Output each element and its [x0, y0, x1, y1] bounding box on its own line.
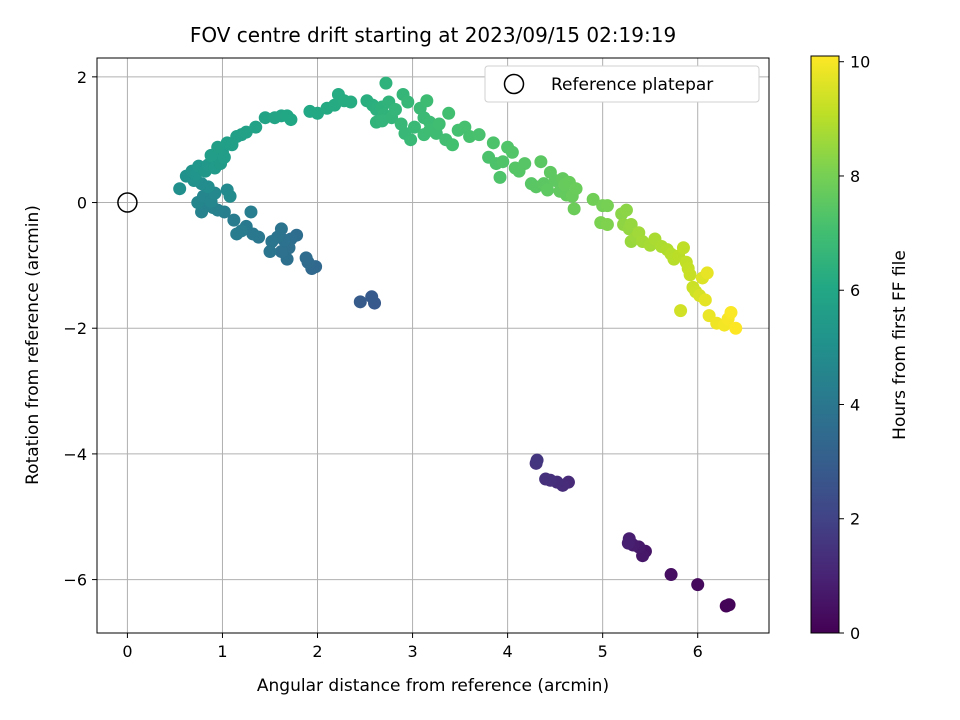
- data-point: [698, 293, 712, 307]
- data-point: [365, 290, 379, 304]
- data-point: [496, 155, 510, 169]
- x-tick-label: 3: [407, 642, 417, 661]
- legend-box: [484, 65, 760, 103]
- data-point: [729, 321, 743, 335]
- data-point: [567, 202, 581, 216]
- data-point: [586, 192, 600, 206]
- data-point: [401, 95, 415, 109]
- data-point: [239, 125, 253, 139]
- data-point: [541, 183, 555, 197]
- legend-label: Reference platepar: [551, 75, 713, 95]
- data-point: [683, 268, 697, 282]
- data-point: [420, 94, 434, 108]
- legend: Reference platepar: [484, 65, 760, 103]
- data-point: [249, 120, 263, 134]
- data-point: [284, 113, 298, 127]
- data-point: [432, 117, 446, 131]
- x-tick-label: 4: [503, 642, 513, 661]
- data-point: [227, 213, 241, 227]
- data-point: [258, 111, 272, 125]
- y-tick-label: 0: [77, 194, 87, 213]
- reference-platepar-marker: [117, 192, 138, 213]
- y-axis-label: Rotation from reference (arcmin): [23, 205, 43, 485]
- data-point: [442, 106, 456, 120]
- colorbar-tick-label: 0: [850, 624, 860, 643]
- data-point: [404, 133, 418, 147]
- x-axis-label: Angular distance from reference (arcmin): [257, 676, 609, 696]
- data-point: [674, 304, 688, 318]
- data-point: [600, 199, 614, 213]
- data-point: [344, 95, 358, 109]
- colorbar: 0 2 4 6 8 10 Hours from first FF file: [810, 53, 910, 643]
- x-axis-ticks: 0 1 2 3 4 5 6: [122, 633, 703, 661]
- x-tick-label: 2: [312, 642, 322, 661]
- y-tick-label: −6: [63, 571, 87, 590]
- data-point: [263, 245, 277, 259]
- data-point: [244, 205, 258, 219]
- data-points: [173, 76, 743, 613]
- data-point: [223, 189, 237, 203]
- data-point: [722, 598, 736, 612]
- colorbar-tick-label: 10: [850, 53, 870, 72]
- colorbar-tick-label: 2: [850, 510, 860, 529]
- legend-marker: [503, 73, 525, 95]
- data-point: [407, 120, 421, 134]
- data-point: [624, 218, 638, 232]
- x-tick-label: 0: [122, 642, 132, 661]
- data-point: [530, 453, 544, 467]
- y-tick-label: −4: [63, 445, 87, 464]
- colorbar-tick-label: 4: [850, 395, 860, 414]
- colorbar-label: Hours from first FF file: [890, 250, 910, 440]
- data-point: [664, 568, 678, 582]
- data-point: [311, 106, 325, 120]
- data-point: [505, 145, 519, 159]
- data-point: [353, 295, 367, 309]
- data-point: [569, 182, 583, 196]
- data-point: [534, 155, 548, 169]
- colorbar-tick-label: 8: [850, 167, 860, 186]
- data-point: [700, 266, 714, 280]
- colorbar-gradient: [810, 55, 840, 634]
- data-point: [472, 128, 486, 142]
- data-point: [676, 241, 690, 255]
- data-point: [691, 578, 705, 592]
- data-point: [539, 472, 553, 486]
- data-point: [518, 157, 532, 171]
- data-point: [265, 234, 279, 248]
- data-point: [486, 136, 500, 150]
- data-point: [619, 203, 633, 217]
- data-point: [274, 245, 288, 259]
- data-point: [388, 103, 402, 117]
- data-point: [230, 227, 244, 241]
- data-point: [600, 218, 614, 232]
- colorbar-ticks: 0 2 4 6 8 10: [839, 53, 870, 643]
- x-tick-label: 1: [217, 642, 227, 661]
- data-point: [299, 251, 313, 265]
- data-point: [445, 138, 459, 152]
- chart-title: FOV centre drift starting at 2023/09/15 …: [190, 23, 676, 47]
- data-point: [379, 76, 393, 90]
- data-point: [274, 222, 288, 236]
- y-tick-label: −2: [63, 319, 87, 338]
- data-point: [493, 170, 507, 184]
- data-point: [217, 150, 231, 164]
- x-tick-label: 5: [598, 642, 608, 661]
- y-axis-ticks: −6 −4 −2 0 2: [63, 68, 97, 590]
- data-point: [724, 306, 738, 320]
- colorbar-tick-label: 6: [850, 281, 860, 300]
- y-tick-label: 2: [77, 68, 87, 87]
- data-point: [173, 182, 187, 196]
- x-tick-label: 6: [693, 642, 703, 661]
- plot-frame: [96, 57, 770, 634]
- data-point: [621, 536, 635, 550]
- plot-area: [97, 58, 769, 633]
